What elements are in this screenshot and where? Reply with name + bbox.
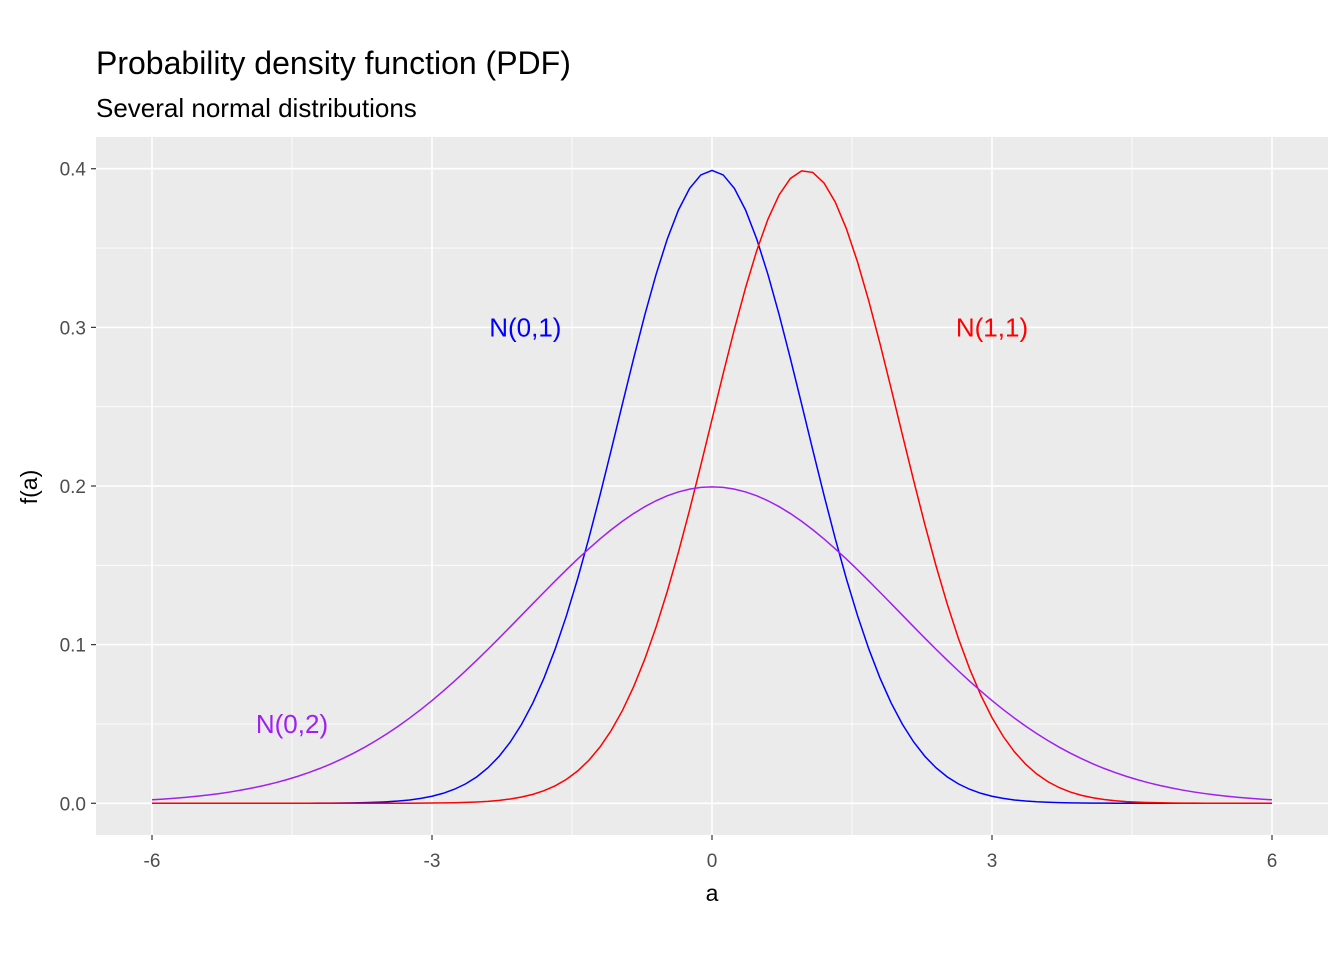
chart-title: Probability density function (PDF) (96, 45, 571, 81)
y-axis-title: f(a) (16, 470, 42, 505)
curves (151, 169, 1273, 805)
gridlines (96, 137, 1328, 835)
x-axis-title: a (706, 880, 719, 906)
chart-subtitle: Several normal distributions (96, 93, 417, 123)
x-tick-label: -6 (144, 851, 161, 872)
y-tick-label: 0.2 (60, 477, 86, 498)
y-tick-label: 0.3 (60, 318, 86, 339)
y-tick-label: 0.0 (60, 794, 86, 815)
y-tick-label: 0.1 (60, 636, 86, 657)
annotations: N(0,1) N(1,1) N(0,2) (256, 312, 1028, 739)
x-tick-label: 6 (1267, 851, 1278, 872)
x-tick-label: -3 (424, 851, 441, 872)
annotation-label: N(0,1) (489, 312, 561, 342)
y-tick-label: 0.4 (60, 160, 87, 181)
annotation-label: N(0,2) (256, 709, 328, 739)
axis-ticks: -6 -3 0 3 6 0.0 0.1 0.2 0.3 0.4 (60, 160, 1278, 872)
x-tick-label: 0 (707, 851, 718, 872)
annotation-label: N(1,1) (956, 312, 1028, 342)
x-tick-label: 3 (987, 851, 998, 872)
series-line-N(1,1) (152, 170, 1272, 805)
series-line-N(0,2) (151, 486, 1273, 801)
